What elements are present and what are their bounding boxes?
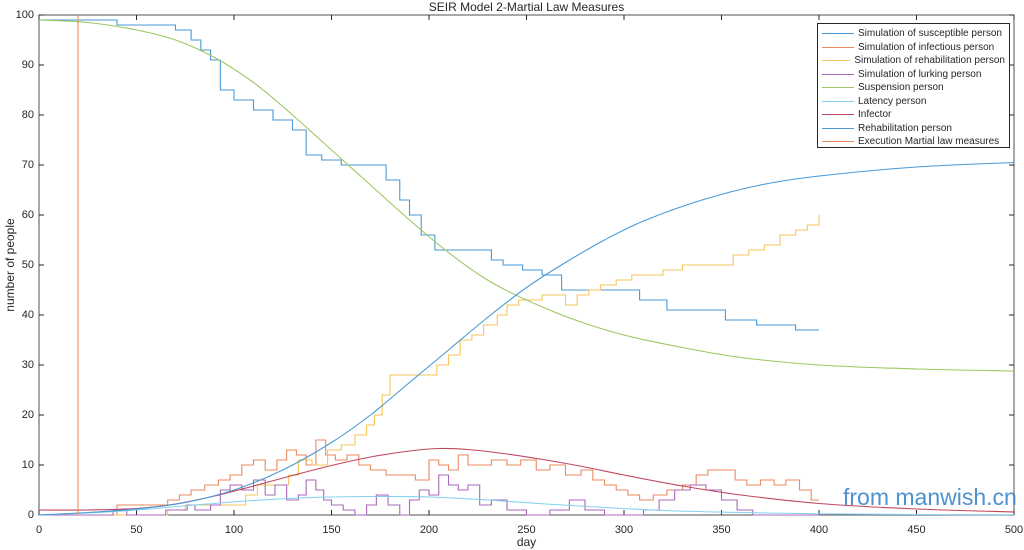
legend-label: Execution Martial law measures	[858, 136, 1000, 148]
chart-title: SEIR Model 2-Martial Law Measures	[429, 0, 624, 14]
x-tick-label: 500	[1005, 524, 1023, 536]
legend-swatch	[822, 127, 854, 129]
legend-entry: Simulation of infectious person	[822, 41, 1005, 55]
x-tick-label: 50	[130, 524, 142, 536]
x-tick-label: 400	[810, 524, 828, 536]
legend-entry: Rehabilitation person	[822, 122, 1005, 136]
y-axis-label: number of people	[3, 218, 17, 312]
series-line-5	[38, 495, 1015, 516]
y-tick-label: 0	[28, 509, 34, 521]
legend-entry: Latency person	[822, 95, 1005, 109]
y-tick-label: 30	[22, 359, 34, 371]
legend-swatch	[822, 60, 851, 62]
y-tick-label: 70	[22, 159, 34, 171]
series-line-4	[38, 19, 1015, 372]
legend-label: Infector	[858, 109, 892, 121]
legend-label: Simulation of infectious person	[858, 41, 995, 53]
legend-swatch	[822, 33, 854, 35]
legend-label: Simulation of lurking person	[858, 68, 982, 80]
y-tick-label: 10	[22, 459, 34, 471]
legend-label: Latency person	[858, 95, 927, 107]
y-tick-label: 90	[22, 59, 34, 71]
legend-label: Rehabilitation person	[858, 122, 952, 134]
x-tick-label: 350	[712, 524, 730, 536]
legend-label: Simulation of susceptible person	[858, 28, 1002, 40]
series-line-0	[39, 19, 819, 331]
y-tick-label: 100	[16, 9, 34, 21]
y-tick-label: 80	[22, 109, 34, 121]
y-tick-label: 20	[22, 409, 34, 421]
legend-swatch	[822, 73, 854, 75]
y-tick-label: 40	[22, 309, 34, 321]
legend-swatch	[822, 141, 854, 143]
series-line-7	[38, 161, 1015, 516]
legend-entry: Simulation of lurking person	[822, 68, 1005, 82]
y-tick-label: 60	[22, 209, 34, 221]
x-tick-label: 300	[615, 524, 633, 536]
series-line-3	[39, 474, 819, 516]
legend-entry: Infector	[822, 108, 1005, 122]
x-tick-label: 200	[420, 524, 438, 536]
legend-label: Suspension person	[858, 82, 944, 94]
x-tick-label: 0	[36, 524, 42, 536]
legend-entry: Simulation of susceptible person	[822, 27, 1005, 41]
x-tick-label: 100	[225, 524, 243, 536]
x-axis-label: day	[517, 535, 536, 549]
legend-entry: Execution Martial law measures	[822, 135, 1005, 149]
legend-label: Simulation of rehabilitation person	[854, 55, 1005, 67]
series-line-1	[39, 439, 819, 516]
watermark: from manwish.cn	[843, 484, 1017, 510]
legend: Simulation of susceptible person Simulati…	[817, 23, 1010, 148]
legend-entry: Suspension person	[822, 81, 1005, 95]
legend-swatch	[822, 87, 854, 89]
legend-entry: Simulation of rehabilitation person	[822, 54, 1005, 68]
legend-swatch	[822, 46, 854, 48]
x-tick-label: 150	[322, 524, 340, 536]
legend-swatch	[822, 100, 854, 102]
x-tick-label: 250	[517, 524, 535, 536]
legend-swatch	[822, 114, 854, 116]
y-tick-label: 50	[22, 259, 34, 271]
x-tick-label: 450	[907, 524, 925, 536]
